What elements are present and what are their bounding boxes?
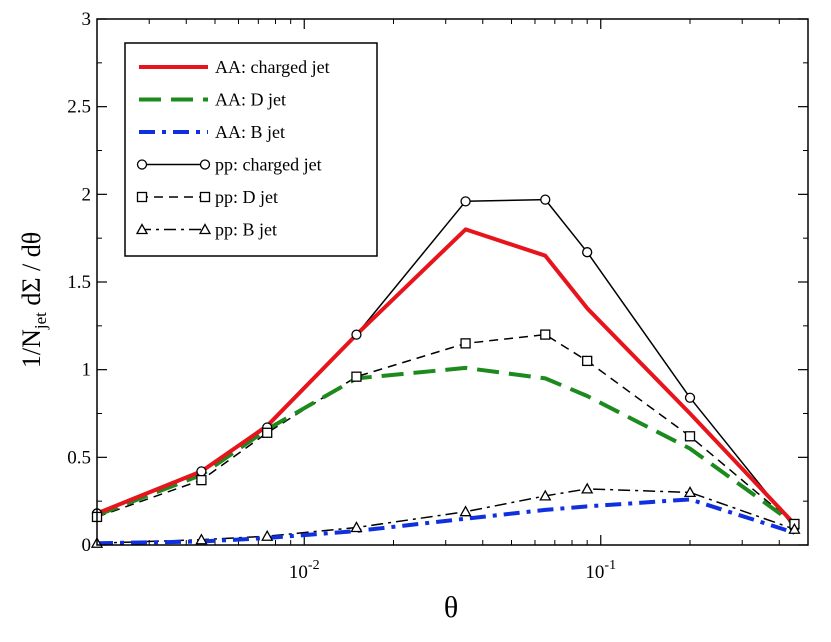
legend-marker — [136, 159, 148, 170]
legend-marker — [199, 159, 211, 170]
y-tick-label: 1.5 — [67, 272, 91, 293]
series-point-4 — [460, 338, 471, 349]
series-point-3 — [196, 466, 207, 477]
series-point-3 — [540, 194, 551, 205]
series-point-4 — [540, 329, 551, 340]
series-point-3 — [684, 392, 696, 403]
legend-entry: pp: D jet — [136, 187, 278, 207]
legend-entry: AA: D jet — [139, 90, 286, 110]
series-point-5 — [683, 486, 697, 498]
series-point-5 — [459, 505, 472, 517]
legend-label: AA: D jet — [215, 90, 286, 110]
plot-frame — [96, 18, 809, 546]
series-line-1 — [97, 365, 796, 526]
y-tick-label: 3 — [82, 9, 92, 30]
x-tick-label: 10-2 — [289, 558, 320, 583]
legend-label: pp: charged jet — [215, 155, 322, 175]
y-axis-label-suffix: dΣ / dθ — [17, 232, 46, 312]
legend-entry: pp: B jet — [135, 220, 277, 240]
x-tick-labels: 10-2 10-1 — [289, 558, 616, 583]
series-point-5 — [788, 522, 801, 534]
series-point-3 — [460, 196, 471, 207]
y-tick-label: 1 — [82, 360, 92, 381]
marker-layer — [90, 194, 801, 548]
y-axis-label: 1/Njet dΣ / dθ — [17, 232, 50, 368]
legend-entry: AA: B jet — [139, 122, 285, 142]
series-point-5 — [350, 521, 363, 533]
y-axis-label-prefix: 1/N — [17, 329, 46, 368]
series-point-4 — [582, 355, 593, 367]
series-point-4 — [262, 427, 273, 438]
legend-marker — [198, 223, 212, 235]
legend-marker — [135, 223, 149, 235]
x-axis-label: θ — [444, 591, 458, 624]
legend-label: pp: D jet — [215, 187, 278, 207]
series-line-0 — [97, 227, 796, 526]
legend-entry: pp: charged jet — [136, 155, 322, 175]
legend-entry: AA: charged jet — [139, 57, 330, 77]
legend-label: pp: B jet — [215, 220, 277, 240]
legend: AA: charged jet AA: D jet AA: B jet pp: cha… — [124, 42, 378, 257]
y-tick-labels: 0 0.5 1 1.5 2 2.5 3 — [67, 9, 91, 556]
legend-marker — [199, 191, 211, 203]
y-tick-label: 2.5 — [67, 97, 91, 118]
legend-box — [124, 42, 378, 257]
series-point-4 — [196, 474, 207, 486]
x-tick-label: 10-1 — [585, 558, 616, 583]
legend-label: AA: B jet — [215, 122, 285, 142]
y-tick-label: 0.5 — [67, 447, 91, 468]
series-point-4 — [351, 371, 362, 382]
series-point-4 — [684, 431, 696, 442]
series-point-5 — [539, 489, 552, 501]
y-axis-label-subscript: jet — [31, 312, 50, 330]
y-tick-label: 2 — [82, 184, 92, 205]
legend-label: AA: charged jet — [215, 57, 330, 77]
series-point-3 — [582, 247, 593, 258]
legend-marker — [136, 191, 148, 203]
series-point-5 — [581, 482, 594, 494]
series-point-5 — [261, 529, 274, 541]
series-line-2 — [97, 497, 796, 545]
series-point-3 — [351, 329, 362, 340]
y-tick-label: 0 — [82, 535, 92, 556]
series-point-5 — [195, 533, 208, 545]
